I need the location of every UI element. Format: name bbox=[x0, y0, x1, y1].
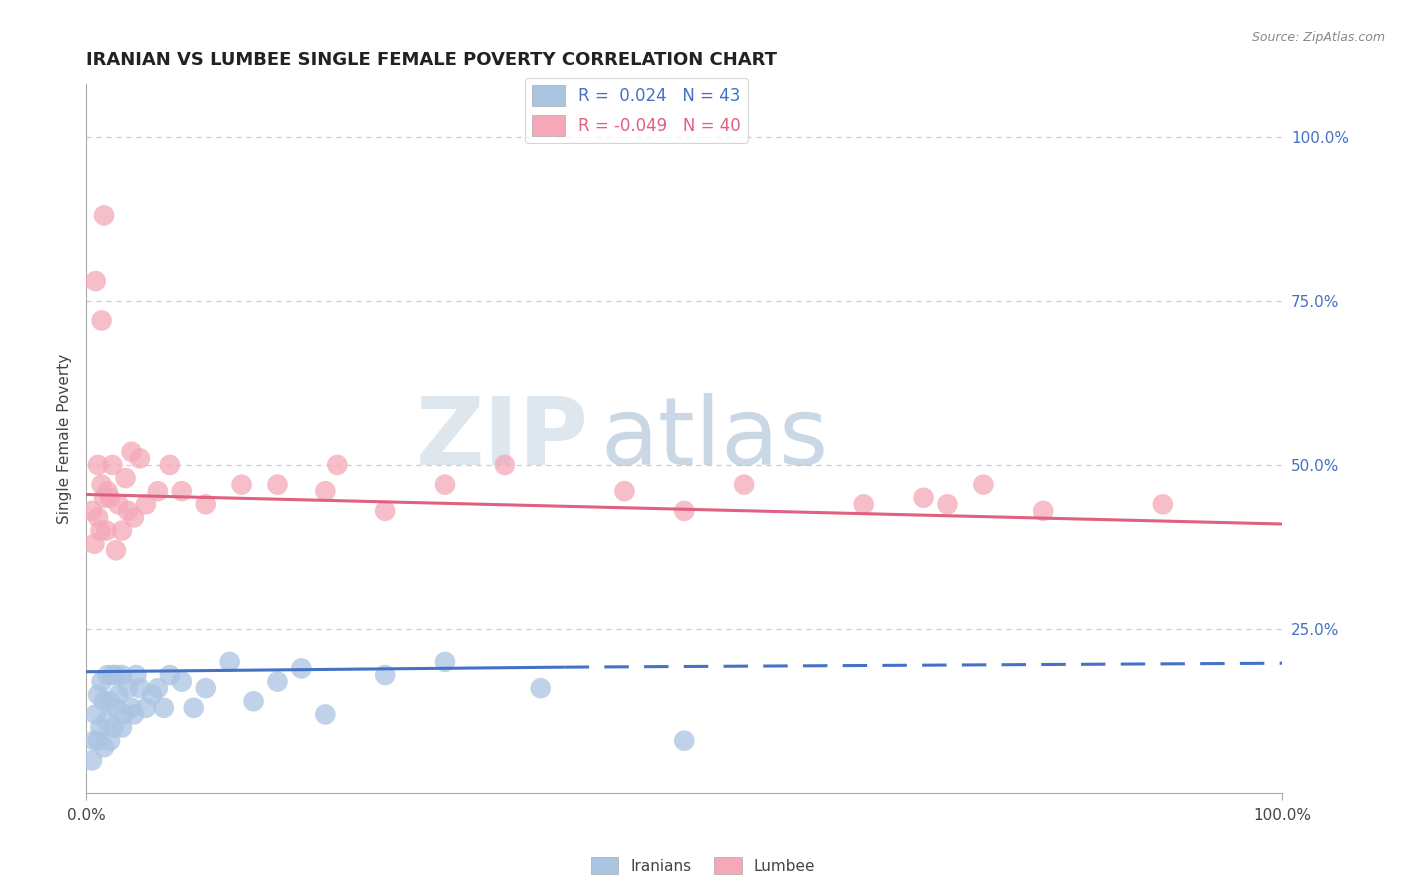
Point bbox=[194, 497, 217, 511]
Point bbox=[89, 721, 111, 735]
Point bbox=[231, 477, 253, 491]
Point bbox=[266, 674, 288, 689]
Point bbox=[326, 458, 349, 472]
Point bbox=[266, 477, 288, 491]
Point bbox=[83, 537, 105, 551]
Point bbox=[1152, 497, 1174, 511]
Point bbox=[314, 707, 336, 722]
Point bbox=[117, 681, 139, 695]
Point bbox=[433, 655, 456, 669]
Point bbox=[122, 510, 145, 524]
Point bbox=[104, 543, 127, 558]
Point bbox=[117, 504, 139, 518]
Point bbox=[218, 655, 240, 669]
Point bbox=[83, 733, 105, 747]
Point bbox=[98, 694, 121, 708]
Y-axis label: Single Female Poverty: Single Female Poverty bbox=[58, 353, 72, 524]
Point bbox=[673, 504, 696, 518]
Point bbox=[87, 688, 110, 702]
Point bbox=[90, 674, 112, 689]
Point bbox=[141, 688, 163, 702]
Point bbox=[107, 497, 129, 511]
Text: IRANIAN VS LUMBEE SINGLE FEMALE POVERTY CORRELATION CHART: IRANIAN VS LUMBEE SINGLE FEMALE POVERTY … bbox=[86, 51, 778, 69]
Point bbox=[153, 701, 176, 715]
Point bbox=[93, 491, 115, 505]
Legend: R =  0.024   N = 43, R = -0.049   N = 40: R = 0.024 N = 43, R = -0.049 N = 40 bbox=[524, 78, 748, 143]
Point bbox=[93, 694, 115, 708]
Point bbox=[121, 701, 143, 715]
Point bbox=[159, 458, 181, 472]
Point bbox=[96, 714, 118, 728]
Point bbox=[111, 721, 134, 735]
Point bbox=[314, 484, 336, 499]
Point bbox=[98, 733, 121, 747]
Point bbox=[93, 740, 115, 755]
Point bbox=[121, 444, 143, 458]
Point bbox=[111, 524, 134, 538]
Point bbox=[494, 458, 516, 472]
Point bbox=[112, 707, 135, 722]
Point bbox=[1032, 504, 1054, 518]
Point bbox=[852, 497, 875, 511]
Point bbox=[159, 668, 181, 682]
Point bbox=[97, 668, 120, 682]
Point bbox=[90, 313, 112, 327]
Point bbox=[103, 721, 125, 735]
Point bbox=[374, 504, 396, 518]
Point bbox=[129, 681, 152, 695]
Point bbox=[98, 491, 121, 505]
Point bbox=[135, 701, 157, 715]
Point bbox=[936, 497, 959, 511]
Point bbox=[87, 458, 110, 472]
Point bbox=[84, 274, 107, 288]
Point bbox=[97, 484, 120, 499]
Point bbox=[912, 491, 935, 505]
Point bbox=[290, 661, 312, 675]
Point bbox=[242, 694, 264, 708]
Point bbox=[87, 733, 110, 747]
Point bbox=[170, 484, 193, 499]
Point bbox=[89, 524, 111, 538]
Point bbox=[129, 451, 152, 466]
Point bbox=[101, 668, 124, 682]
Point bbox=[114, 471, 136, 485]
Point bbox=[374, 668, 396, 682]
Point bbox=[80, 504, 103, 518]
Point bbox=[111, 668, 134, 682]
Point bbox=[733, 477, 755, 491]
Point bbox=[104, 701, 127, 715]
Point bbox=[673, 733, 696, 747]
Point bbox=[194, 681, 217, 695]
Point bbox=[87, 510, 110, 524]
Point bbox=[146, 484, 169, 499]
Point bbox=[433, 477, 456, 491]
Point bbox=[104, 668, 127, 682]
Point bbox=[96, 524, 118, 538]
Point bbox=[170, 674, 193, 689]
Point bbox=[613, 484, 636, 499]
Point bbox=[80, 753, 103, 767]
Legend: Iranians, Lumbee: Iranians, Lumbee bbox=[585, 851, 821, 880]
Text: atlas: atlas bbox=[600, 392, 828, 484]
Point bbox=[122, 707, 145, 722]
Point bbox=[183, 701, 205, 715]
Point bbox=[530, 681, 553, 695]
Point bbox=[93, 209, 115, 223]
Point bbox=[107, 688, 129, 702]
Point bbox=[84, 707, 107, 722]
Text: ZIP: ZIP bbox=[416, 392, 589, 484]
Point bbox=[146, 681, 169, 695]
Point bbox=[90, 477, 112, 491]
Point bbox=[972, 477, 994, 491]
Point bbox=[125, 668, 148, 682]
Point bbox=[101, 458, 124, 472]
Point bbox=[135, 497, 157, 511]
Text: Source: ZipAtlas.com: Source: ZipAtlas.com bbox=[1251, 31, 1385, 45]
